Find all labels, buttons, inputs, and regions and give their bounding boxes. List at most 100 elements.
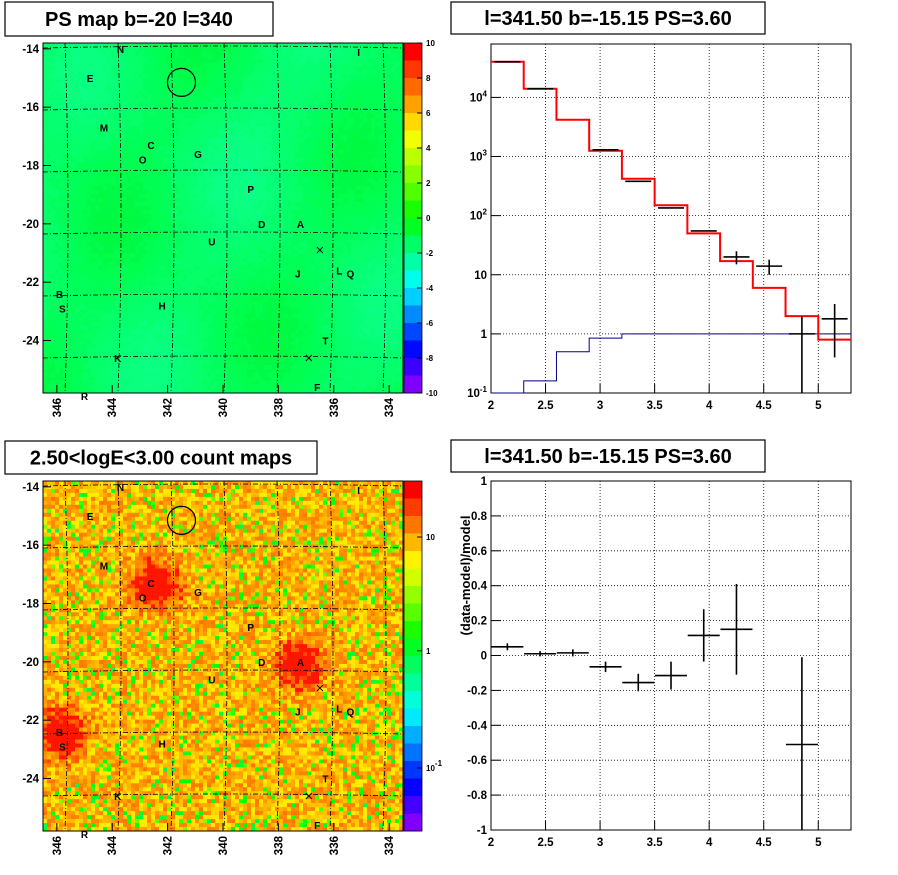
map-cell [111,162,115,166]
map-cell [243,198,247,202]
map-cell [79,67,83,71]
map-cell [203,103,207,107]
map-cell [379,146,383,150]
map-cell [131,134,135,138]
map-cell [355,127,359,131]
map-cell [107,158,111,162]
map-cell [111,47,115,51]
map-cell [291,131,295,135]
map-cell [287,186,291,190]
map-cell [335,258,339,262]
map-cell [267,119,271,123]
map-cell [59,79,63,83]
map-cell [187,174,191,178]
map-cell [183,154,187,158]
map-cell [135,258,139,262]
map-cell [211,210,215,214]
map-cell [143,87,147,91]
map-cell [319,107,323,111]
map-cell [379,222,383,226]
map-cell [199,214,203,218]
map-cell [91,254,95,258]
map-cell [135,123,139,127]
map-cell [187,103,191,107]
map-cell [179,226,183,230]
map-cell [195,218,199,222]
map-cell [315,59,319,63]
map-cell [59,142,63,146]
map-cell [315,55,319,59]
map-cell [47,131,51,135]
map-cell [395,218,399,222]
map-cell [55,75,59,79]
map-cell [259,67,263,71]
map-cell [319,210,323,214]
map-cell [291,202,295,206]
map-cell [55,123,59,127]
map-cell [59,202,63,206]
map-cell [179,222,183,226]
map-cell [355,162,359,166]
map-cell [287,258,291,262]
map-cell [283,142,287,146]
map-cell [311,214,315,218]
map-cell [131,230,135,234]
map-cell [391,250,395,254]
map-cell [99,71,103,75]
map-cell [367,254,371,258]
map-cell [255,214,259,218]
map-cell [83,43,87,47]
map-cell [91,202,95,206]
map-cell [147,115,151,119]
map-cell [291,162,295,166]
map-cell [227,55,231,59]
map-cell [371,210,375,214]
map-cell [227,182,231,186]
map-cell [71,258,75,262]
map-cell [307,222,311,226]
map-cell [295,234,299,238]
map-cell [167,234,171,238]
map-cell [227,119,231,123]
map-cell [259,138,263,142]
map-cell [63,194,67,198]
map-cell [175,51,179,55]
map-cell [167,190,171,194]
map-cell [287,67,291,71]
map-cell [195,119,199,123]
map-cell [211,103,215,107]
map-cell [395,79,399,83]
map-cell [283,158,287,162]
map-cell [199,47,203,51]
map-cell [175,127,179,131]
map-cell [155,67,159,71]
map-cell [371,166,375,170]
map-cell [391,115,395,119]
map-cell [59,218,63,222]
map-cell [59,115,63,119]
map-cell [307,158,311,162]
map-cell [167,198,171,202]
map-cell [335,194,339,198]
map-cell [243,170,247,174]
map-cell [131,238,135,242]
map-cell [187,111,191,115]
map-cell [183,262,187,266]
map-cell [215,214,219,218]
map-cell [339,138,343,142]
map-cell [183,190,187,194]
map-cell [255,47,259,51]
map-cell [175,103,179,107]
map-cell [131,103,135,107]
map-cell [395,194,399,198]
map-cell [255,146,259,150]
map-cell [395,190,399,194]
map-cell [87,162,91,166]
map-cell [271,138,275,142]
map-cell [155,234,159,238]
map-cell [339,43,343,47]
map-cell [151,115,155,119]
map-cell [123,111,127,115]
map-cell [255,202,259,206]
map-cell [155,119,159,123]
